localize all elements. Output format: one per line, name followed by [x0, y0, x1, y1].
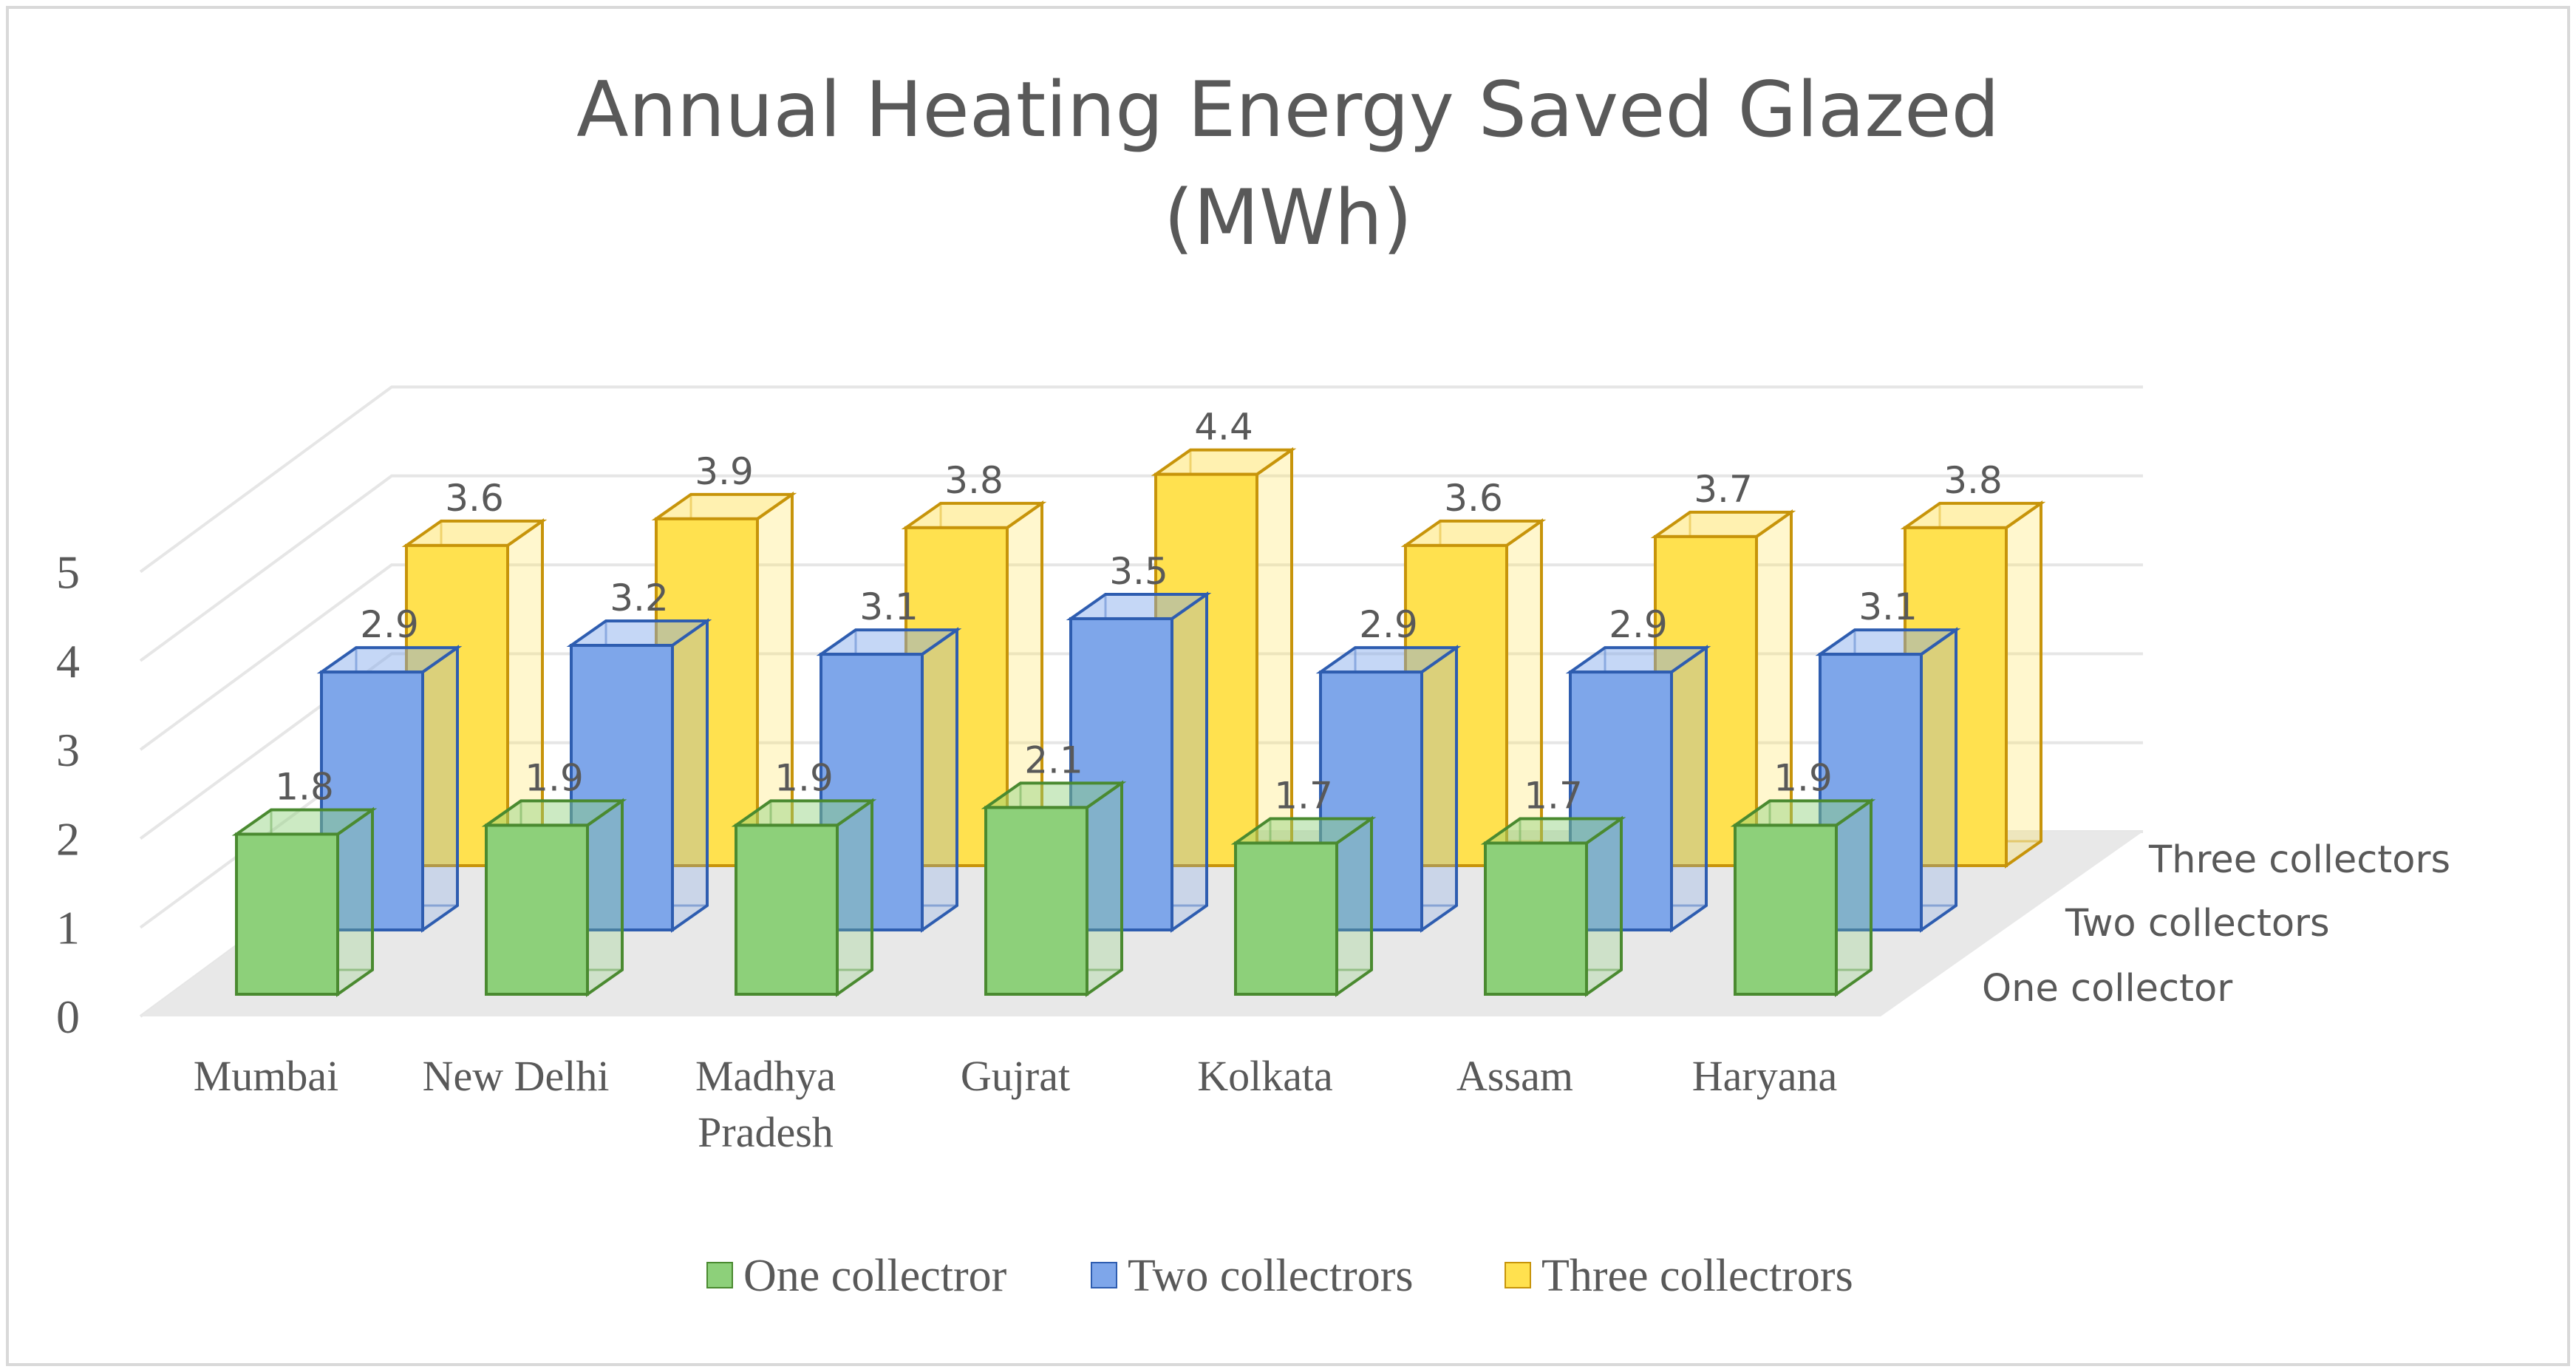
data-label: 1.7 [1524, 774, 1583, 817]
bar-side [1920, 627, 1957, 933]
x-tick-label: Gujrat [961, 1052, 1070, 1100]
y-axis-labels: 0 1 2 3 4 5 [56, 546, 80, 1044]
x-tick-label: Madhya Pradesh [695, 1052, 836, 1156]
x-tick-label-line: New Delhi [423, 1052, 610, 1100]
legend-swatch-one [706, 1262, 733, 1288]
data-label: 2.9 [360, 603, 419, 646]
x-tick-label-line: Madhya [695, 1052, 836, 1100]
bar: 1.9 [481, 756, 627, 997]
data-label: 2.9 [1609, 603, 1668, 646]
data-label: 1.9 [774, 756, 834, 799]
legend: One collectror Two collectrors Three col… [706, 1251, 1853, 1301]
data-label: 3.5 [1109, 550, 1168, 593]
bar: 2.9 [1315, 603, 1462, 933]
data-label: 1.7 [1274, 774, 1333, 817]
x-tick-label-line: Kolkata [1197, 1052, 1333, 1100]
x-tick-label-line: Mumbai [194, 1052, 339, 1100]
bar: 1.8 [231, 765, 378, 997]
bar-front [984, 806, 1088, 996]
bars: 3.6 3.9 3.8 4.4 3.6 3.7 3.8 2.9 3.2 3.1 3.5 2.9 2.9 3… [231, 406, 2046, 997]
bar-side [336, 806, 374, 997]
bar-front [1734, 823, 1838, 996]
bar-side [2005, 500, 2042, 869]
data-label: 2.9 [1359, 603, 1418, 646]
x-tick-label: Assam [1456, 1052, 1573, 1100]
x-tick-label-line: Pradesh [698, 1108, 834, 1156]
data-label: 3.8 [944, 459, 1004, 502]
depth-label-three: Three collectors [2148, 838, 2450, 882]
bar: 1.7 [1480, 774, 1626, 997]
legend-swatch-three [1505, 1262, 1531, 1288]
x-tick-label-line: Haryana [1692, 1052, 1837, 1100]
bar-front [735, 823, 839, 996]
y-tick-label: 1 [56, 902, 80, 954]
x-tick-label: Kolkata [1197, 1052, 1333, 1100]
y-tick-label: 0 [56, 991, 80, 1043]
data-label: 1.8 [275, 765, 334, 808]
bar-front [235, 832, 339, 996]
bar-front [1234, 841, 1338, 996]
bar-side [1335, 815, 1373, 997]
gridline [139, 474, 2143, 662]
gridline [139, 652, 2143, 840]
bar-side [1171, 591, 1208, 933]
bar-front [1484, 841, 1588, 996]
bar: 1.7 [1230, 774, 1377, 997]
bar-side [1835, 798, 1873, 997]
bar-side [1670, 645, 1708, 933]
data-label: 1.9 [1773, 756, 1833, 799]
x-tick-label: Haryana [1692, 1052, 1837, 1100]
gridline [139, 563, 2143, 751]
bar-side [586, 798, 624, 997]
bar-side [671, 618, 709, 933]
x-tick-label-line: Assam [1456, 1052, 1573, 1100]
data-label: 3.9 [695, 450, 754, 493]
bar-side [1420, 645, 1458, 933]
bar: 3.1 [1815, 585, 1961, 933]
y-tick-label: 2 [56, 812, 80, 865]
bar: 1.9 [1730, 756, 1876, 997]
data-label: 3.7 [1694, 468, 1753, 511]
x-tick-label: Mumbai [194, 1052, 339, 1100]
bar: 2.9 [316, 603, 463, 933]
x-axis-labels: Mumbai New Delhi Madhya Pradesh Gujrat Kolkat… [194, 1052, 1837, 1156]
bar: 1.9 [731, 756, 877, 997]
legend-label-one: One collectror [743, 1251, 1007, 1301]
x-tick-label-line: Gujrat [961, 1052, 1070, 1100]
depth-label-one: One collector [1982, 967, 2232, 1011]
bar-side [836, 798, 873, 997]
data-label: 3.1 [859, 585, 919, 628]
data-label: 3.8 [1943, 459, 2003, 502]
data-label: 4.4 [1194, 406, 1253, 449]
legend-swatch-two [1091, 1262, 1117, 1288]
y-tick-label: 3 [56, 724, 80, 776]
bar-side [421, 645, 459, 933]
chart-title-line-2: (MWh) [1164, 174, 1412, 262]
data-label: 2.1 [1024, 738, 1083, 781]
y-tick-label: 4 [56, 635, 80, 687]
bar-front [485, 823, 589, 996]
bar-side [1086, 780, 1123, 997]
gridline [139, 385, 2143, 574]
data-label: 3.6 [445, 477, 504, 520]
bar-side [921, 627, 958, 933]
bar-side [1585, 815, 1623, 997]
data-label: 3.1 [1858, 585, 1918, 628]
y-tick-label: 5 [56, 546, 80, 599]
bar: 2.1 [981, 738, 1127, 997]
x-tick-label: New Delhi [423, 1052, 610, 1100]
depth-label-two: Two collectors [2065, 902, 2330, 945]
data-label: 1.9 [525, 756, 584, 799]
legend-label-two: Two collectrors [1128, 1251, 1413, 1301]
legend-label-three: Three collectrors [1541, 1251, 1853, 1301]
data-label: 3.6 [1444, 477, 1503, 520]
chart-title-line-1: Annual Heating Energy Saved Glazed [576, 66, 2000, 154]
data-label: 3.2 [610, 577, 669, 619]
